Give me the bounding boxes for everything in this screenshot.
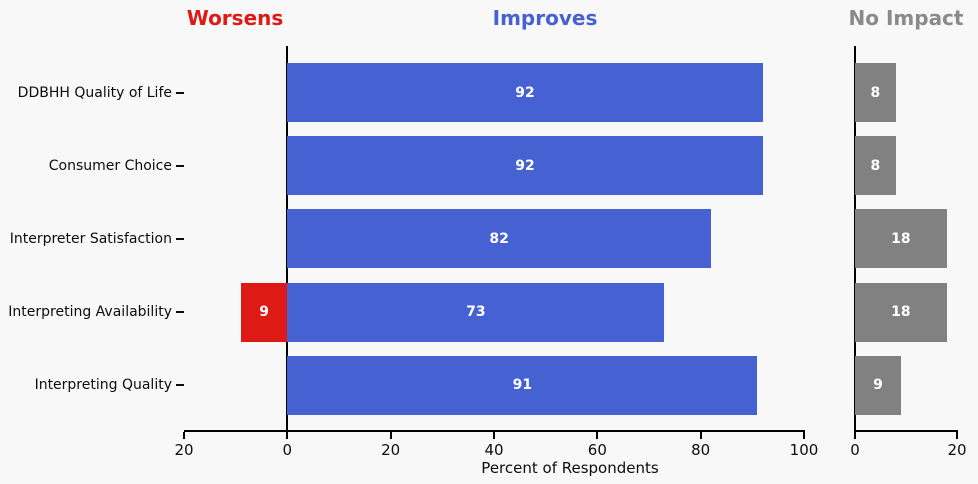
y-tick bbox=[176, 237, 184, 240]
bar-value-label: 91 bbox=[512, 377, 533, 394]
bar-improves: 91 bbox=[287, 355, 758, 415]
bar-no-impact: 9 bbox=[855, 355, 901, 415]
bar-value-label: 92 bbox=[515, 157, 535, 174]
x-tick bbox=[493, 432, 495, 439]
y-tick bbox=[176, 164, 184, 167]
no-impact-x-axis-line bbox=[854, 430, 958, 432]
category-label: Interpreting Quality bbox=[34, 377, 172, 394]
x-tick-label: 20 bbox=[174, 441, 194, 459]
y-tick bbox=[176, 91, 184, 94]
bar-value-label: 18 bbox=[891, 304, 911, 321]
x-tick bbox=[956, 432, 958, 439]
x-tick bbox=[854, 432, 856, 439]
bar-no-impact: 18 bbox=[855, 282, 947, 342]
x-tick-label: 0 bbox=[850, 441, 860, 459]
bar-no-impact: 8 bbox=[855, 63, 896, 123]
x-tick bbox=[699, 432, 702, 439]
x-tick-label: 20 bbox=[381, 441, 401, 459]
x-tick-label: 0 bbox=[282, 441, 293, 459]
bar-improves: 82 bbox=[287, 209, 711, 269]
x-tick-label: 40 bbox=[484, 441, 504, 459]
x-tick-label: 80 bbox=[691, 441, 711, 459]
bar-value-label: 73 bbox=[466, 304, 486, 321]
x-tick-label: 20 bbox=[947, 441, 967, 459]
y-tick bbox=[176, 384, 184, 387]
bar-improves: 92 bbox=[287, 136, 763, 196]
bar-value-label: 8 bbox=[870, 84, 881, 101]
x-tick bbox=[596, 432, 599, 439]
panel-title-worsens: Worsens bbox=[186, 6, 284, 30]
x-tick bbox=[183, 432, 185, 439]
category-label: Interpreter Satisfaction bbox=[9, 230, 172, 247]
category-label: DDBHH Quality of Life bbox=[17, 84, 172, 101]
bar-improves: 92 bbox=[287, 63, 763, 123]
category-label: Interpreting Availability bbox=[8, 304, 172, 321]
bar-value-label: 8 bbox=[870, 157, 881, 174]
x-tick-label: 60 bbox=[587, 441, 607, 459]
bar-worsens: 9 bbox=[240, 282, 288, 342]
bar-value-label: 18 bbox=[891, 230, 911, 247]
x-axis-label: Percent of Respondents bbox=[481, 459, 659, 477]
panel-title-improves: Improves bbox=[492, 6, 598, 30]
x-tick bbox=[389, 432, 392, 439]
bar-improves: 73 bbox=[287, 282, 665, 342]
x-tick-label: 100 bbox=[789, 441, 819, 459]
main-x-axis-line bbox=[184, 430, 805, 432]
bar-value-label: 92 bbox=[515, 84, 535, 101]
bar-no-impact: 8 bbox=[855, 136, 896, 196]
x-tick bbox=[803, 432, 805, 439]
bar-value-label: 82 bbox=[489, 230, 509, 247]
panel-title-no-impact: No Impact bbox=[848, 6, 964, 30]
x-tick bbox=[286, 432, 289, 439]
bar-value-label: 9 bbox=[873, 377, 883, 394]
bar-value-label: 9 bbox=[259, 304, 269, 321]
bar-no-impact: 18 bbox=[855, 209, 947, 269]
y-tick bbox=[176, 311, 184, 314]
category-label: Consumer Choice bbox=[48, 157, 172, 174]
